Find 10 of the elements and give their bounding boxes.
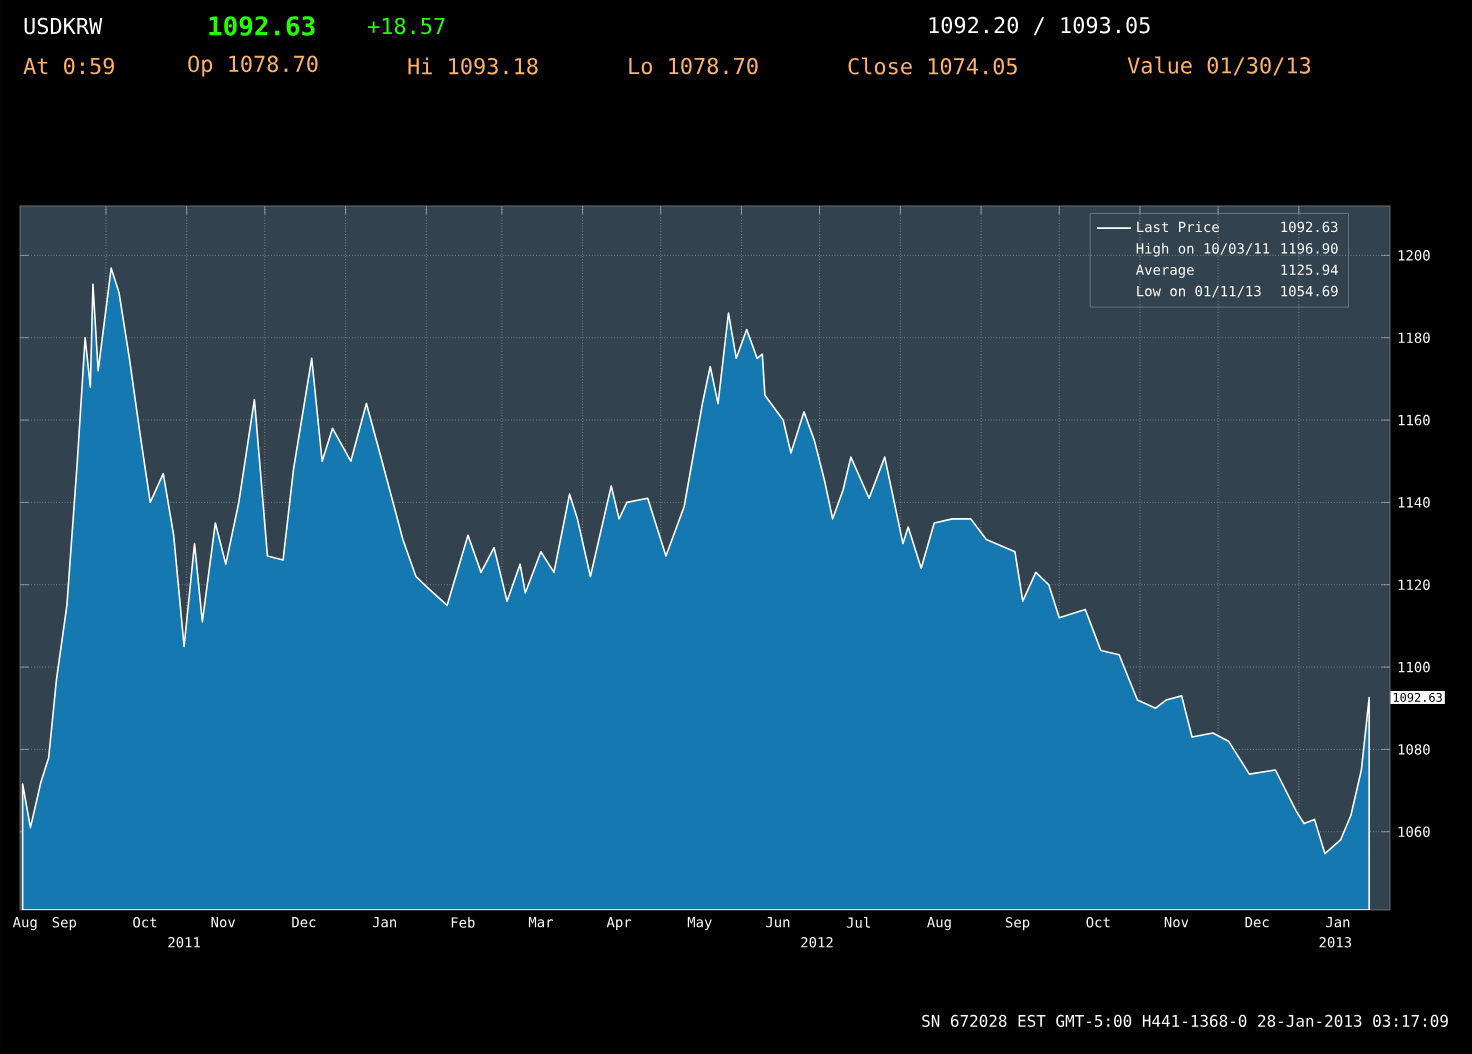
text: 1092.63: [209, 16, 315, 36]
text: Op 1078.70: [188, 55, 318, 77]
text: +18.57: [367, 17, 445, 35]
text: 1092.20 / 1093.05: [929, 16, 1150, 36]
text: Hi 1093.18: [408, 57, 538, 75]
text: Value 01/30/13: [1127, 56, 1311, 76]
chart-title: USDKRW: [24, 17, 103, 35]
text: Close 1074.05: [848, 57, 1017, 75]
text: At 0:59: [23, 57, 114, 75]
text: Lo 1078.70: [629, 57, 758, 75]
